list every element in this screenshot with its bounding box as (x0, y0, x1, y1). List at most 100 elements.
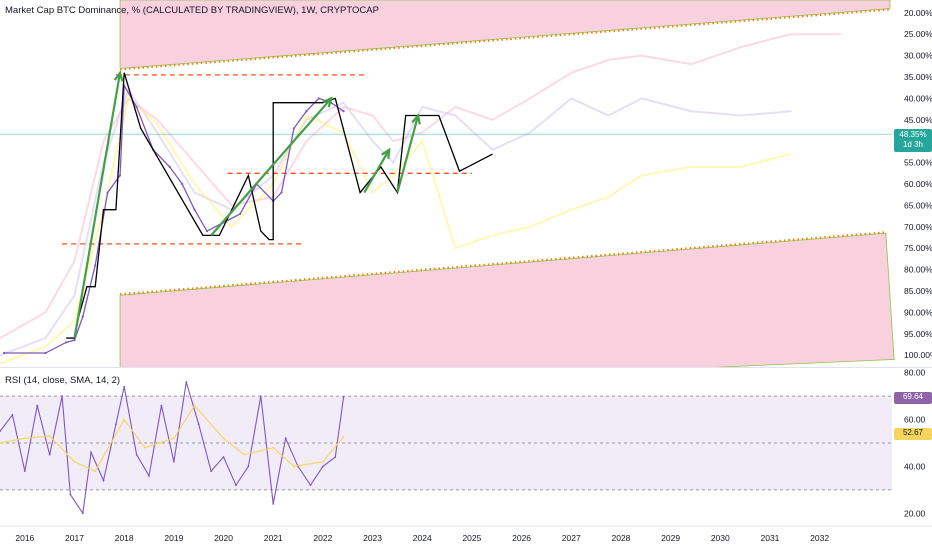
x-tick-label: 2030 (711, 533, 730, 543)
rsi-title: RSI (14, close, SMA, 14, 2) (5, 375, 121, 386)
rsi-point (81, 512, 84, 515)
rsi-indicator-chart[interactable]: 20.00 40.00 60.00 80.00 (0, 368, 932, 525)
rsi-ma-point (0, 442, 1, 444)
rsi-ma-point (321, 460, 324, 463)
rsi-y-tick-label: 20.00 (904, 508, 926, 518)
rsi-point (334, 456, 337, 458)
trend-arrow-2 (363, 149, 391, 194)
dominance-point (280, 191, 283, 194)
rsi-point (259, 395, 262, 398)
x-tick-label: 2032 (810, 533, 829, 543)
x-tick-label: 2031 (760, 533, 779, 543)
dominance-point (168, 165, 171, 168)
rsi-ma-point (193, 404, 196, 407)
rsi-point (272, 503, 275, 505)
y-tick-label: 35.00% (904, 72, 932, 82)
rsi-point (342, 396, 345, 398)
trend-arrow-head-1 (322, 96, 333, 108)
dominance-point (238, 212, 242, 216)
trend-arrow-head-2 (381, 147, 391, 159)
dominance-point (342, 110, 345, 113)
x-tick-label: 2019 (164, 533, 183, 543)
y-tick-label: 85.00% (904, 286, 932, 296)
y-tick-label: 65.00% (904, 200, 932, 210)
y-tick-label: 60.00% (904, 179, 932, 189)
rsi-y-tick-label: 40.00 (904, 461, 926, 471)
rsi-line (0, 381, 345, 515)
rsi-ma-point (272, 446, 275, 449)
x-tick-label: 2023 (363, 533, 382, 543)
dominance-point (193, 208, 196, 211)
y-tick-label: 40.00% (904, 93, 932, 103)
y-tick-label: 55.00% (904, 158, 932, 168)
rsi-point (36, 404, 39, 407)
rsi-point (23, 470, 26, 473)
trend-arrow-head-3 (411, 113, 421, 125)
trend-arrow-3 (396, 115, 420, 193)
rsi-ma-point (73, 460, 76, 463)
rsi-ma-point (243, 453, 246, 456)
pink-ma-ribbon (0, 33, 842, 340)
rsi-ma-point (94, 470, 97, 473)
y-tick-label: 45.00% (904, 115, 932, 125)
y-tick-label: 100.00% (904, 350, 932, 360)
trend-arrow-0 (73, 72, 122, 339)
x-tick-label: 2022 (313, 533, 332, 543)
upper-channel-edge (119, 8, 891, 71)
rsi-point (0, 430, 1, 433)
y-tick-label: 95.00% (904, 329, 932, 339)
rsi-ma-point (143, 446, 146, 449)
rsi-ma-point (293, 465, 295, 468)
x-tick-label: 2029 (661, 533, 680, 543)
rsi-point (11, 413, 14, 416)
x-tick-label: 2021 (264, 533, 283, 543)
main-price-chart[interactable]: 20.00%25.00%30.00%35.00%40.00%45.00%50.0… (0, 0, 932, 368)
y-tick-label: 20.00% (904, 8, 932, 18)
lower-channel-edge (119, 231, 886, 296)
rsi-y-tick-label: 80.00 (904, 368, 926, 378)
rsi-point (247, 465, 250, 468)
last-price-value: 48.35% (899, 130, 927, 139)
dominance-point (292, 127, 296, 130)
rsi-y-tick-label: 60.00 (904, 415, 926, 425)
dominance-point (106, 191, 109, 194)
y-tick-label: 30.00% (904, 51, 932, 61)
rsi-point (48, 453, 51, 456)
last-price-tag: 48.35% 1d 3h (894, 129, 932, 152)
x-tick-label: 2017 (65, 533, 84, 543)
rsi-ma-point (222, 437, 225, 440)
y-tick-label: 70.00% (904, 222, 932, 232)
chart-title: Market Cap BTC Dominance, % (CALCULATED … (5, 5, 379, 16)
dominance-point (65, 341, 68, 344)
dominance-point (135, 105, 138, 109)
rsi-point (135, 453, 138, 456)
x-tick-label: 2018 (115, 533, 134, 543)
rsi-point (61, 395, 63, 398)
rsi-ma-point (172, 437, 175, 440)
dominance-point (317, 97, 320, 100)
x-tick-label: 2016 (15, 533, 34, 543)
rsi-point (210, 470, 213, 473)
time-axis[interactable]: 2016 2017 2018 2019 2020 2021 2022 2023 2024 2025… (0, 525, 932, 550)
rsi-ma-point (48, 435, 51, 437)
dominance-point (3, 351, 6, 355)
dominance-point (305, 110, 308, 113)
y-tick-label: 90.00% (904, 307, 932, 317)
dominance-point (118, 174, 122, 177)
rsi-point (115, 423, 117, 426)
rsi-ma-point (23, 437, 26, 440)
panel-divider (0, 367, 932, 368)
rsi-point (222, 456, 225, 458)
x-tick-label: 2025 (462, 533, 481, 543)
dominance-point (81, 315, 84, 318)
dominance-point (205, 229, 209, 233)
rsi-point (172, 460, 175, 463)
y-tick-label: 75.00% (904, 243, 932, 253)
rsi-point (102, 479, 105, 482)
x-tick-label: 2024 (413, 533, 432, 543)
last-price-countdown: 1d 3h (902, 140, 924, 149)
rsi-point (284, 437, 287, 440)
upper-channel-zone (119, 0, 891, 69)
rsi-point (123, 385, 126, 388)
x-tick-label: 2026 (512, 533, 531, 543)
